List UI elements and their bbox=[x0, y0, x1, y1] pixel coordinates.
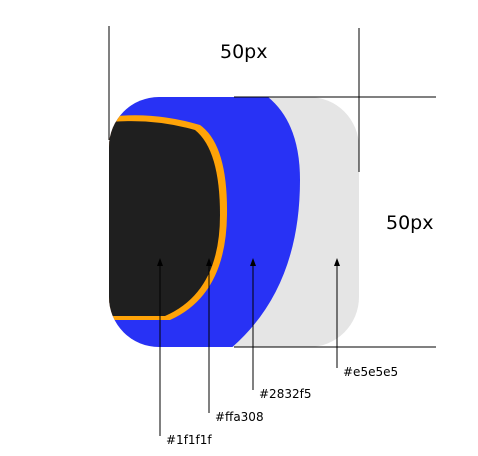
callout-blue: #2832f5 bbox=[250, 258, 311, 401]
callout-background: #e5e5e5 bbox=[334, 258, 398, 379]
callout-orange: #ffa308 bbox=[206, 258, 264, 424]
callout-dark: #1f1f1f bbox=[157, 258, 212, 447]
orange-color-label: #ffa308 bbox=[215, 410, 264, 424]
background-color-label: #e5e5e5 bbox=[343, 365, 398, 379]
height-dimension-label: 50px bbox=[386, 212, 433, 234]
dark-color-label: #1f1f1f bbox=[166, 433, 212, 447]
icon-shapes bbox=[109, 97, 359, 347]
width-dimension-label: 50px bbox=[220, 41, 267, 63]
dark-layer bbox=[109, 121, 220, 316]
blue-color-label: #2832f5 bbox=[259, 387, 311, 401]
